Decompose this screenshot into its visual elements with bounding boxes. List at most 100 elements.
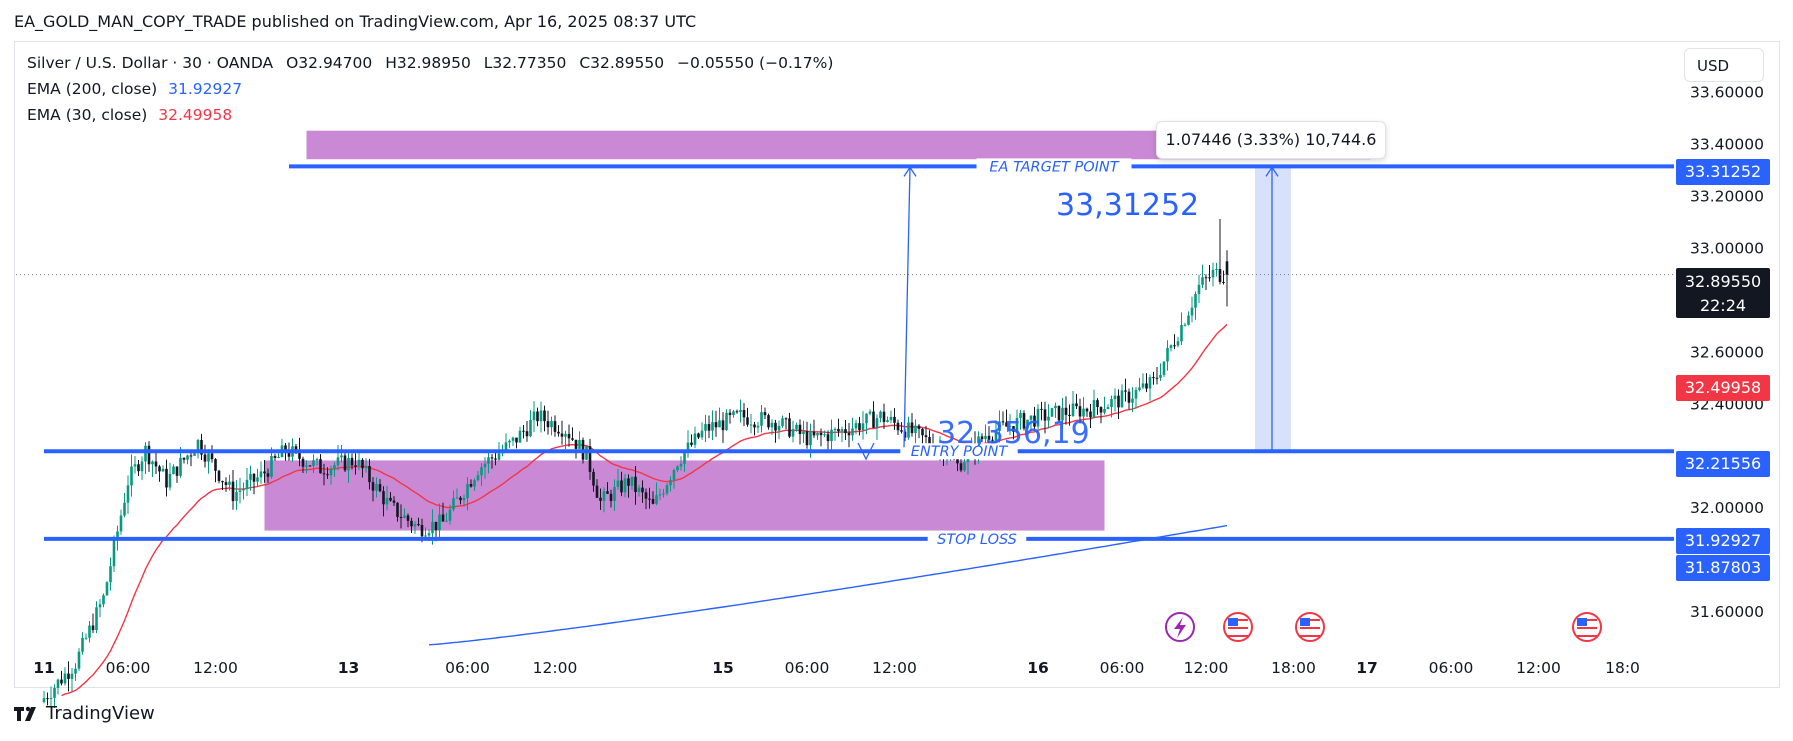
candle-body bbox=[375, 484, 378, 491]
x-tick-label: 06:00 bbox=[1100, 659, 1145, 677]
candle-body bbox=[46, 698, 49, 700]
candle-body bbox=[802, 431, 805, 435]
candle-body bbox=[480, 467, 483, 476]
candle-body bbox=[455, 497, 459, 499]
candle-body bbox=[364, 466, 368, 469]
candle-body bbox=[1054, 405, 1057, 409]
candle-body bbox=[963, 462, 966, 471]
ema200-label: EMA (200, close) bbox=[27, 80, 158, 98]
x-tick-label: 06:00 bbox=[445, 659, 490, 677]
y-tick-label: 32.00000 bbox=[1690, 499, 1764, 517]
candle-body bbox=[126, 485, 130, 503]
candle-body bbox=[392, 500, 396, 503]
candle-body bbox=[634, 476, 637, 493]
candle-body bbox=[718, 420, 721, 428]
candle-body bbox=[854, 423, 858, 429]
candle-body bbox=[595, 485, 599, 498]
y-tick-label: 33.60000 bbox=[1690, 84, 1764, 102]
candle-body bbox=[487, 457, 490, 464]
candle-body bbox=[315, 459, 319, 461]
candle-body bbox=[907, 422, 910, 438]
candle-body bbox=[1026, 419, 1029, 429]
y-tick-label: 33.40000 bbox=[1690, 136, 1764, 154]
candle-body bbox=[175, 466, 179, 476]
chart-frame[interactable] bbox=[14, 41, 1780, 688]
candle-body bbox=[490, 457, 494, 459]
candle-body bbox=[672, 470, 676, 480]
candle-body bbox=[343, 455, 347, 471]
tradingview-logo[interactable]: TradingView bbox=[14, 703, 155, 724]
candle-body bbox=[1012, 426, 1015, 432]
candle-body bbox=[417, 524, 420, 526]
ema30-value: 32.49958 bbox=[158, 106, 233, 124]
candle-body bbox=[1075, 403, 1078, 407]
candle-body bbox=[557, 431, 560, 434]
symbol-legend[interactable]: Silver / U.S. Dollar · 30 · OANDA O32.94… bbox=[27, 54, 833, 72]
candle-body bbox=[1211, 269, 1215, 278]
candle-body bbox=[140, 461, 144, 472]
candle-body bbox=[980, 436, 984, 440]
candle-body bbox=[1068, 414, 1071, 416]
candle-body bbox=[284, 445, 287, 453]
candle-body bbox=[263, 471, 266, 474]
ema30-legend[interactable]: EMA (30, close) 32.49958 bbox=[27, 106, 232, 124]
candle-body bbox=[424, 535, 427, 537]
candle-body bbox=[987, 435, 991, 440]
y-tick-label: 33.00000 bbox=[1690, 240, 1764, 258]
candle-body bbox=[441, 514, 445, 522]
candle-body bbox=[319, 459, 322, 474]
candle-body bbox=[567, 433, 571, 439]
candle-body bbox=[879, 411, 882, 419]
candle-body bbox=[371, 482, 375, 491]
candle-body bbox=[116, 531, 119, 540]
candle-body bbox=[1019, 413, 1022, 418]
candle-body bbox=[1141, 383, 1145, 388]
ema200-legend[interactable]: EMA (200, close) 31.92927 bbox=[27, 80, 242, 98]
countdown-timer: 22:24 bbox=[1699, 296, 1747, 315]
candle-body bbox=[574, 439, 578, 449]
x-tick-label: 12:00 bbox=[533, 659, 578, 677]
candle-body bbox=[956, 459, 959, 464]
candle-body bbox=[851, 428, 854, 436]
candle-body bbox=[753, 424, 756, 428]
candle-body bbox=[95, 607, 98, 631]
candle-body bbox=[896, 422, 900, 431]
candle-body bbox=[648, 498, 651, 500]
candle-body bbox=[473, 480, 476, 487]
candle-body bbox=[1106, 407, 1110, 410]
candle-body bbox=[60, 679, 63, 684]
candle-body bbox=[158, 466, 161, 472]
candle-body bbox=[469, 484, 473, 487]
candle-body bbox=[1204, 277, 1208, 279]
candle-body bbox=[1040, 408, 1043, 410]
us-flag-icon bbox=[1223, 612, 1253, 642]
candle-body bbox=[287, 452, 291, 457]
x-tick-label: 18:00 bbox=[1271, 659, 1316, 677]
candle-body bbox=[49, 697, 53, 699]
candle-body bbox=[196, 440, 200, 454]
candle-body bbox=[861, 423, 865, 431]
candle-body bbox=[770, 422, 774, 428]
candle-body bbox=[560, 433, 564, 437]
candle-body bbox=[1152, 377, 1155, 379]
ema200-line bbox=[428, 524, 1228, 646]
candle-body bbox=[662, 493, 665, 495]
candle-body bbox=[522, 430, 525, 432]
candle-body bbox=[1218, 269, 1222, 282]
candle-body bbox=[329, 468, 333, 476]
x-tick-label: 12:00 bbox=[1516, 659, 1561, 677]
target-line-label-bg bbox=[976, 158, 1132, 175]
candle-body bbox=[445, 520, 448, 522]
candle-body bbox=[1183, 324, 1187, 326]
currency-selector[interactable]: USD bbox=[1684, 48, 1764, 82]
measure-range-box bbox=[1255, 166, 1291, 452]
measure-arrows-layer bbox=[857, 166, 1279, 461]
candle-body bbox=[1222, 281, 1225, 283]
candle-body bbox=[784, 418, 788, 420]
candle-body bbox=[536, 411, 539, 422]
x-tick-label: 13 bbox=[338, 659, 360, 677]
candle-body bbox=[224, 482, 228, 485]
candle-body bbox=[749, 424, 753, 426]
candle-body bbox=[378, 484, 382, 492]
